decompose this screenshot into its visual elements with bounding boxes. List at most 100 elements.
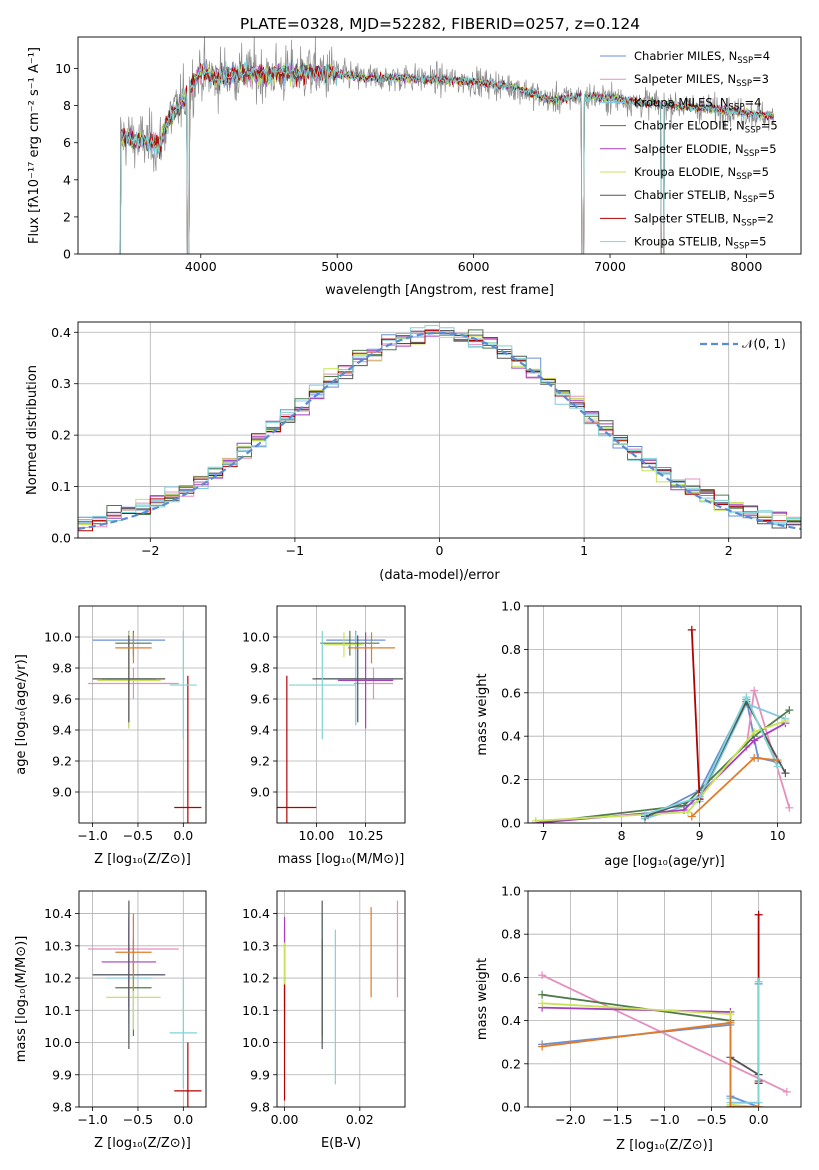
legend-base: Kroupa STELIB, N [634,235,734,249]
axes-frame [78,890,207,1108]
massweight-vs-age-panel: 7 8 9 10 0.0 0.2 0.4 0.6 0.8 1.0 age [log₁₀(age/yr… [475,599,802,869]
y-axis-label: mass weight [475,958,490,1040]
plot-area [283,900,399,1101]
legend-label-0: Chabrier MILES, NSSP=4 [634,49,770,66]
weight-marker-5-2 [750,727,759,736]
x-tick-label: 0.0 [749,1112,769,1127]
axes-frame [276,605,406,824]
x-tick-label: 5000 [321,259,353,274]
y-tick-label: 1.0 [501,599,521,614]
x-tick-label: −0.5 [123,828,153,843]
y-tick-label: 9.6 [52,692,72,707]
weight-marker-5-1 [683,808,692,817]
x-tick-label: 10 [770,828,786,843]
y-tick-label: 10.3 [242,938,270,953]
weight-line-5 [542,1002,759,1107]
axes-frame [527,605,802,824]
legend-tail: =5 [758,188,775,202]
legend-sub: SSP [736,79,752,89]
y-tick-label: 0.2 [501,1056,521,1071]
x-tick-label: −2.0 [555,1112,585,1127]
legend-tail: =4 [744,95,761,109]
x-tick-label: 0 [436,543,444,558]
weight-marker-9-0 [538,1042,547,1051]
y-tick-label: 10 [55,61,71,76]
y-tick-label: 9.8 [250,661,270,676]
weight-marker-1-2 [785,803,794,812]
legend-sub: SSP [729,102,745,112]
x-axis-label: Z [log₁₀(Z/Z⊙)] [94,852,191,867]
x-tick-label: 2 [725,543,733,558]
plot-area [116,37,775,254]
y-axis-label: age [log₁₀(age/yr)] [14,654,29,775]
weight-marker-3-0 [538,990,547,999]
weight-line-1 [745,690,791,809]
spectrum-panel: 4000 5000 6000 7000 8000 0 2 4 6 8 10 wavelength [A… [27,36,802,298]
legend-base: Chabrier MILES, N [634,49,737,63]
y-tick-label: 0.4 [501,729,521,744]
weight-marker-5-1 [726,1010,735,1019]
legend-tail: =5 [761,119,778,133]
y-axis-label: Normed distribution [25,365,40,495]
y-tick-label: 9.4 [250,723,270,738]
legend-sub: SSP [734,242,750,252]
weight-marker-1-0 [538,971,547,980]
weight-line-8 [644,694,779,816]
y-tick-label: 9.8 [52,661,72,676]
plot-area [78,325,801,532]
y-tick-label: 9.9 [250,1067,270,1082]
y-tick-label: 10.0 [44,630,72,645]
y-tick-label: 0.8 [501,927,521,942]
legend-tail: =2 [757,211,774,225]
legend-tail: =3 [752,72,769,86]
x-tick-label: 9 [696,828,704,843]
legend-sub: SSP [736,172,752,182]
weight-line-1 [541,974,788,1093]
x-tick-label: 0.0 [173,828,193,843]
weight-marker-9-0 [687,812,696,821]
legend-tail: =5 [760,142,777,156]
weight-marker-7-0 [754,910,763,919]
axes-frame [527,890,802,1108]
model-spectrum-line-8 [116,60,774,254]
y-tick-label: 0.0 [501,1100,521,1115]
y-tick-label: 0.0 [51,531,71,546]
weight-line-9 [541,1021,759,1107]
y-tick-label: 1.0 [501,884,521,899]
weight-marker-9-3 [754,1103,763,1107]
y-tick-label: 10.3 [44,938,72,953]
x-tick-label: 0.0 [173,1112,193,1127]
mass-vs-z-panel: −1.0 −0.5 0.0 9.8 9.9 10.0 10.1 10.2 10.3 10.4 Z [… [14,890,207,1151]
y-tick-label: 4 [63,172,71,187]
observed-spectrum-line [116,37,775,254]
legend-label-4: Salpeter ELODIE, NSSP=5 [634,142,777,159]
plot-area [88,900,202,1107]
legend-label-5: Kroupa ELODIE, NSSP=5 [634,165,769,182]
legend-label-8: Kroupa STELIB, NSSP=5 [634,235,766,252]
y-tick-label: 0.6 [501,970,521,985]
massweight-vs-z-panel: −2.0 −1.5 −1.0 −0.5 0.0 0.0 0.2 0.4 0.6 0.8 1.0 Z [… [475,884,802,1153]
y-tick-label: 2 [63,209,71,224]
x-tick-label: −1.0 [77,828,107,843]
legend-sub: SSP [737,56,753,66]
y-tick-label: 10.1 [242,1003,270,1018]
normal-curve [78,331,801,531]
legend-sub: SSP [744,149,760,159]
legend-base: Chabrier ELODIE, N [634,119,745,133]
x-tick-label: −1.5 [602,1112,632,1127]
y-tick-label: 10.1 [44,1003,72,1018]
plot-area [277,630,404,823]
age-vs-z-panel: −1.0 −0.5 0.0 9.0 9.2 9.4 9.6 9.8 10.0 Z [log₁₀(Z… [14,605,207,867]
x-tick-label: −1 [286,543,304,558]
x-tick-label: −2 [141,543,159,558]
legend-normal-label: 𝒩(0, 1) [742,337,786,351]
weight-line-5 [535,720,786,822]
axes-frame [78,605,207,824]
axes-frame [77,36,802,255]
x-tick-label: −1.0 [77,1112,107,1127]
axes-frame [276,890,406,1108]
weight-marker-9-1 [726,1018,735,1027]
legend-label-7: Salpeter STELIB, NSSP=2 [634,211,774,228]
x-tick-label: 7 [540,828,548,843]
